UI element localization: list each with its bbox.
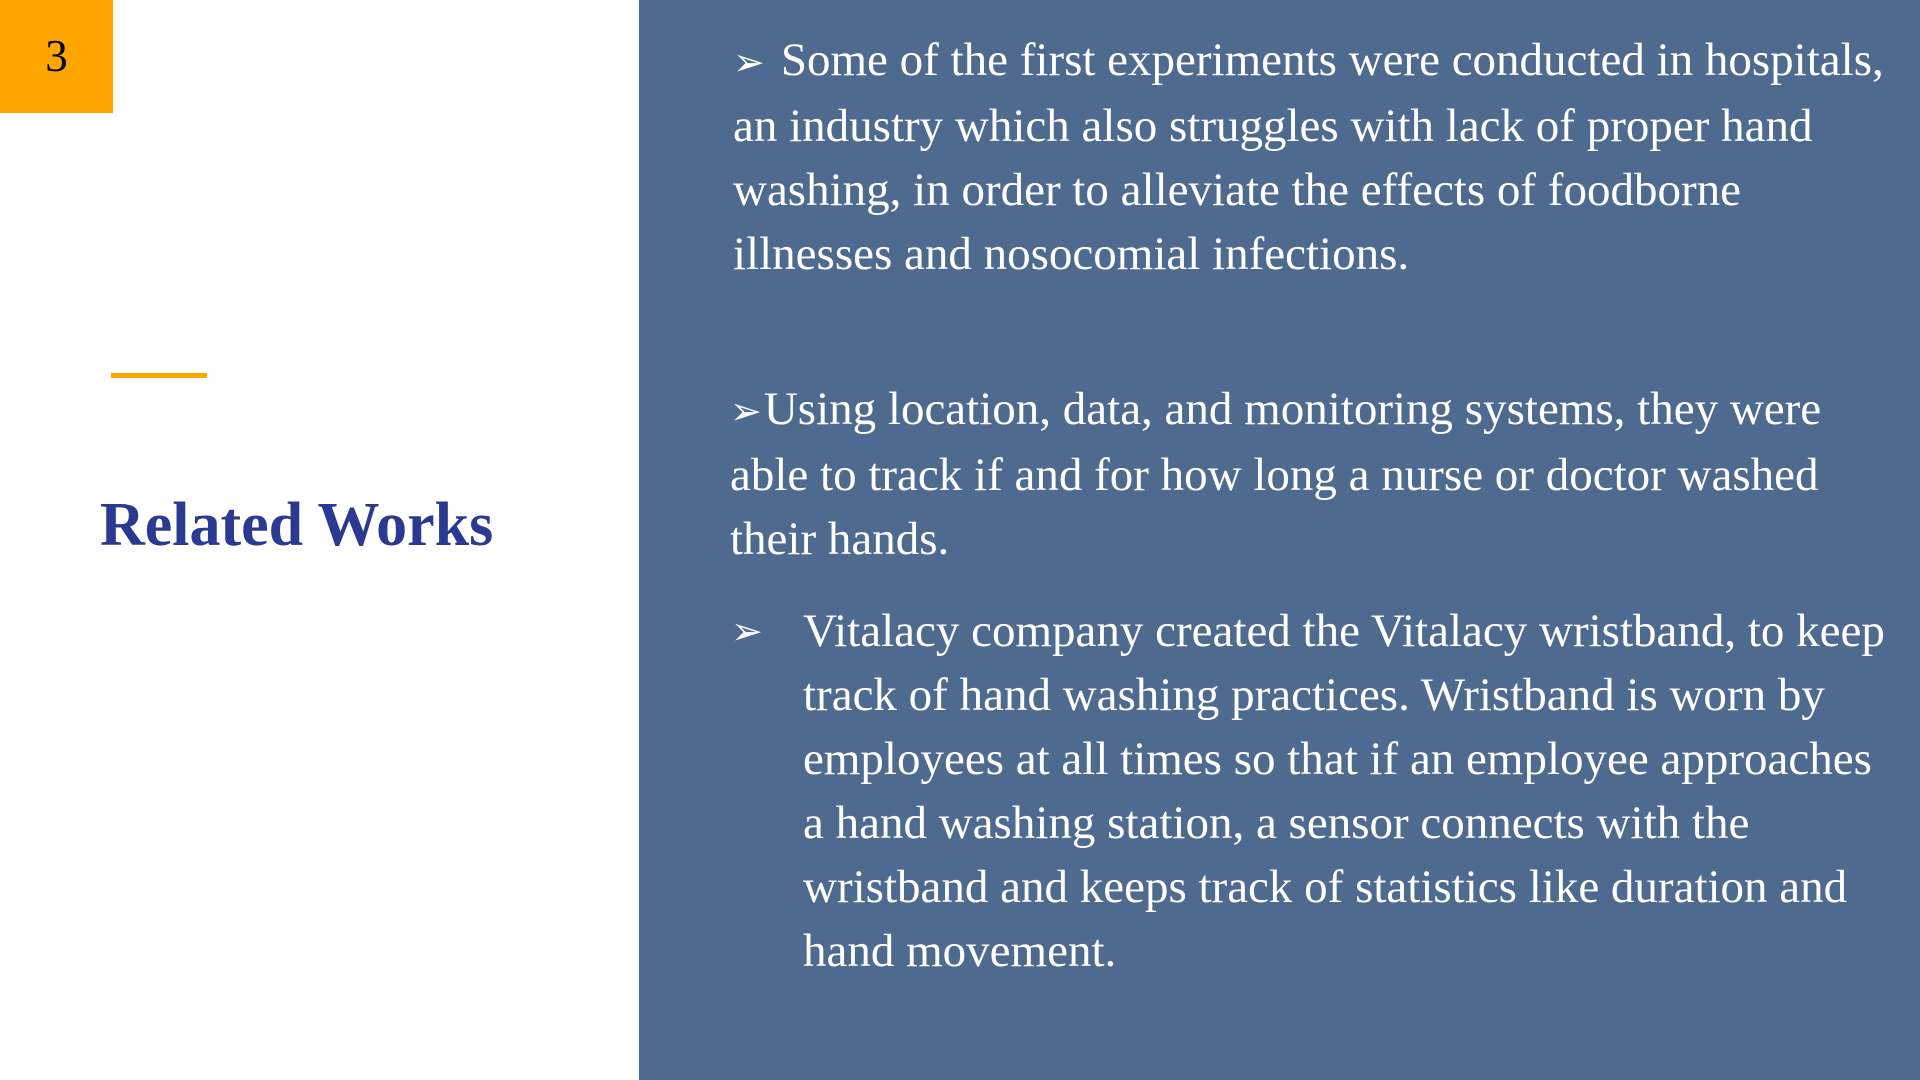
arrowhead-bullet-icon: ➢ — [733, 40, 765, 84]
accent-divider — [111, 373, 207, 378]
arrowhead-bullet-icon: ➢ — [730, 389, 762, 433]
bullet-text: Vitalacy company created the Vitalacy wr… — [803, 605, 1885, 977]
content-panel: ➢ Some of the first experiments were cond… — [639, 0, 1920, 1080]
bullet-text: Using location, data, and monitoring sys… — [730, 383, 1822, 565]
bullet-item-hospital-experiments: ➢ Some of the first experiments were cond… — [733, 28, 1893, 286]
page-number-badge: 3 — [0, 0, 113, 113]
slide-title: Related Works — [100, 491, 494, 559]
bullet-text: Some of the first experiments were condu… — [733, 34, 1884, 280]
arrowhead-bullet-icon: ➢ — [731, 609, 763, 653]
bullet-item-vitalacy-wristband: ➢ Vitalacy company created the Vitalacy w… — [731, 599, 1893, 983]
bullet-item-monitoring-systems: ➢Using location, data, and monitoring sy… — [730, 377, 1890, 571]
